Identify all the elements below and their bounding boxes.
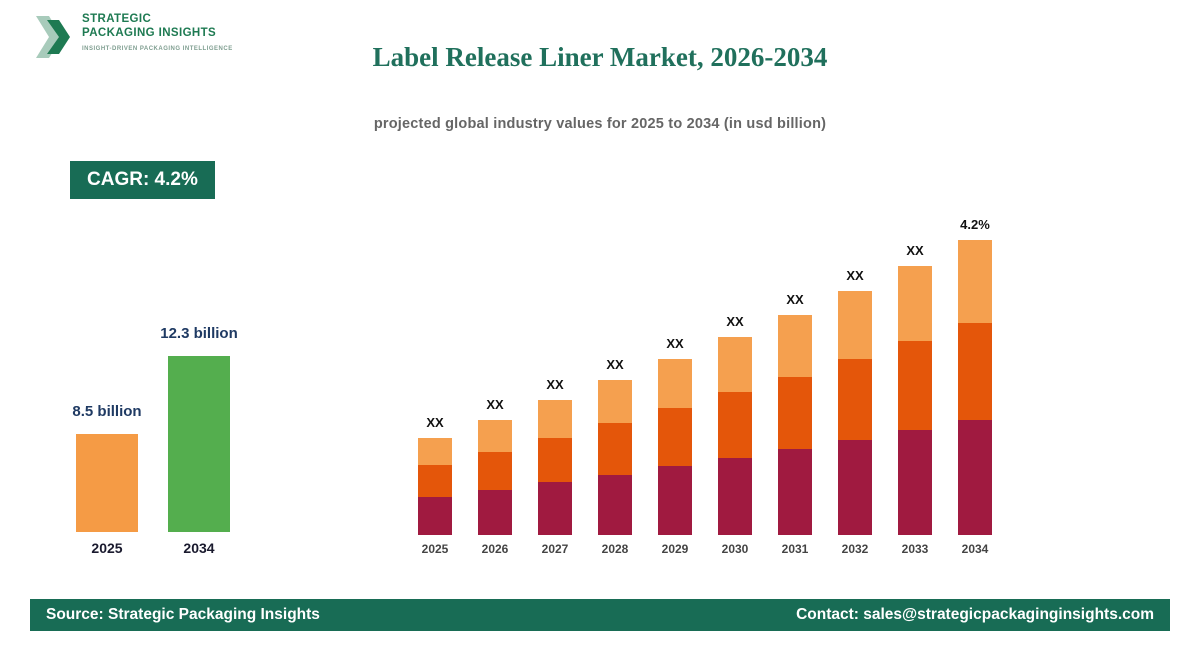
summary-year-label: 2025 [91,540,123,556]
bar-stack [718,337,752,535]
page-subtitle: projected global industry values for 202… [373,116,827,132]
bar-value-label: XX [426,415,444,430]
bar-value-label: XX [906,243,924,258]
stacked-bar-2032: XX 2032 [838,268,872,556]
segment-middle [958,322,992,420]
stacked-bar-2028: XX 2028 [598,357,632,556]
segment-middle [478,452,512,491]
segment-top [598,380,632,424]
segment-middle [598,423,632,475]
axis-year-label: 2026 [481,542,509,556]
summary-bar-2034-rect [168,356,230,532]
segment-middle [418,465,452,498]
segment-top [838,291,872,360]
segment-top [718,337,752,393]
stacked-bar-2025: XX 2025 [418,415,452,556]
stacked-bar-2031: XX 2031 [778,292,812,556]
bar-stack [898,266,932,535]
segment-top [778,315,812,377]
segment-middle [658,408,692,467]
bar-stack [778,315,812,535]
bar-stack [598,380,632,536]
logo: STRATEGIC PACKAGING INSIGHTS INSIGHT-DRI… [34,12,233,60]
bar-value-label: XX [546,377,564,392]
stacked-bar-2027: XX 2027 [538,377,572,556]
logo-chevron-icon [36,16,70,58]
segment-bottom [898,430,932,535]
footer-source: Source: Strategic Packaging Insights [46,606,320,623]
bar-value-label: XX [486,397,504,412]
axis-year-label: 2030 [721,542,749,556]
segment-middle [898,341,932,431]
bar-value-label: XX [606,357,624,372]
stacked-bar-2026: XX 2026 [478,397,512,556]
segment-bottom [658,466,692,535]
bar-stack [418,438,452,535]
summary-year-label: 2034 [183,540,215,556]
bar-value-label: XX [726,314,744,329]
segment-top [898,266,932,342]
segment-bottom [598,474,632,536]
bar-stack [958,240,992,535]
segment-top [478,420,512,453]
cagr-badge: CAGR: 4.2% [70,161,215,199]
stacked-bar-chart: XX 2025 XX 2026 XX 2027 XX 2028 XX 2029 XX 2030 XX 20… [418,217,992,556]
page-title: Label Release Liner Market, 2026-2034 [372,42,828,72]
stacked-bar-2029: XX 2029 [658,336,692,556]
segment-top [658,359,692,409]
axis-year-label: 2028 [601,542,629,556]
stacked-bar-2030: XX 2030 [718,314,752,556]
bar-stack [538,400,572,535]
segment-bottom [538,482,572,535]
summary-value-label: 12.3 billion [160,325,238,342]
segment-top [958,240,992,323]
stacked-bar-2033: XX 2033 [898,243,932,556]
logo-tagline: INSIGHT-DRIVEN PACKAGING INTELLIGENCE [82,45,233,52]
footer-contact: Contact: sales@strategicpackaginginsight… [796,606,1154,623]
axis-year-label: 2033 [901,542,929,556]
summary-bar-2034: 12.3 billion 2034 [160,325,238,556]
summary-bar-2025: 8.5 billion 2025 [72,403,141,556]
stacked-bar-2034: 4.2% 2034 [958,217,992,556]
segment-middle [778,376,812,450]
segment-bottom [418,497,452,535]
segment-top [418,438,452,466]
logo-text: STRATEGIC PACKAGING INSIGHTS INSIGHT-DRI… [82,12,233,52]
segment-top [538,400,572,438]
bar-stack [478,420,512,535]
bar-stack [838,291,872,535]
segment-bottom [718,457,752,535]
bar-stack [658,359,692,535]
segment-middle [838,359,872,440]
axis-year-label: 2032 [841,542,869,556]
axis-year-label: 2027 [541,542,569,556]
logo-line2: PACKAGING INSIGHTS [82,27,217,40]
segment-middle [718,392,752,458]
bar-value-label: XX [846,268,864,283]
segment-bottom [838,439,872,535]
logo-line1: STRATEGIC [82,13,152,25]
segment-bottom [478,490,512,535]
footer-bar: Source: Strategic Packaging Insights Con… [30,599,1170,631]
segment-bottom [958,419,992,535]
axis-year-label: 2031 [781,542,809,556]
bar-value-label: 4.2% [960,217,990,232]
segment-bottom [778,449,812,535]
summary-value-label: 8.5 billion [72,403,142,420]
bar-value-label: XX [666,336,684,351]
axis-year-label: 2025 [421,542,449,556]
summary-chart: 8.5 billion 2025 12.3 billion 2034 [72,325,238,556]
axis-year-label: 2029 [661,542,689,556]
segment-middle [538,437,572,483]
bar-value-label: XX [786,292,804,307]
summary-bar-2025-rect [76,434,138,532]
axis-year-label: 2034 [961,542,989,556]
